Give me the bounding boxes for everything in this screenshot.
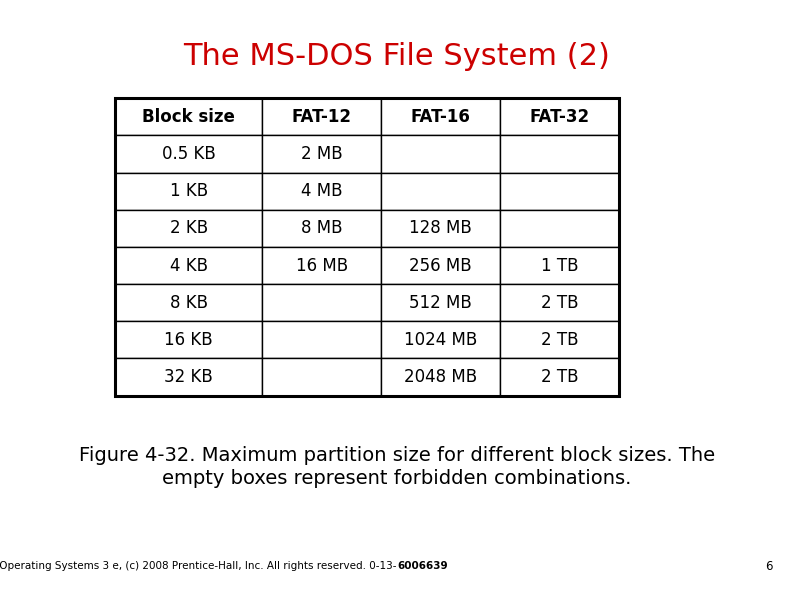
Text: FAT-16: FAT-16 bbox=[410, 108, 471, 126]
Text: The MS-DOS File System (2): The MS-DOS File System (2) bbox=[183, 42, 611, 71]
Text: Figure 4-32. Maximum partition size for different block sizes. The: Figure 4-32. Maximum partition size for … bbox=[79, 446, 715, 465]
Bar bbox=[262, 247, 381, 284]
Bar bbox=[115, 135, 262, 173]
Text: 32 KB: 32 KB bbox=[164, 368, 213, 386]
Text: 2 TB: 2 TB bbox=[541, 294, 579, 312]
Bar bbox=[500, 98, 619, 135]
Bar bbox=[381, 358, 500, 396]
Bar bbox=[115, 284, 262, 321]
Text: 2048 MB: 2048 MB bbox=[404, 368, 477, 386]
Text: 8 KB: 8 KB bbox=[170, 294, 207, 312]
Text: 6: 6 bbox=[765, 560, 773, 573]
Text: empty boxes represent forbidden combinations.: empty boxes represent forbidden combinat… bbox=[162, 469, 632, 488]
Text: 8 MB: 8 MB bbox=[301, 220, 342, 237]
Text: 6006639: 6006639 bbox=[397, 562, 448, 571]
Bar bbox=[500, 284, 619, 321]
Bar bbox=[115, 98, 619, 396]
Text: 2 TB: 2 TB bbox=[541, 368, 579, 386]
Text: FAT-12: FAT-12 bbox=[291, 108, 352, 126]
Text: Block size: Block size bbox=[142, 108, 235, 126]
Text: 2 KB: 2 KB bbox=[169, 220, 208, 237]
Text: 1 TB: 1 TB bbox=[541, 256, 579, 274]
Bar bbox=[381, 173, 500, 210]
Bar bbox=[500, 173, 619, 210]
Text: 512 MB: 512 MB bbox=[409, 294, 472, 312]
Bar bbox=[381, 210, 500, 247]
Bar bbox=[381, 98, 500, 135]
Text: 16 KB: 16 KB bbox=[164, 331, 213, 349]
Bar bbox=[500, 358, 619, 396]
Text: 4 KB: 4 KB bbox=[170, 256, 207, 274]
Text: 2 TB: 2 TB bbox=[541, 331, 579, 349]
Bar bbox=[115, 173, 262, 210]
Text: 0.5 KB: 0.5 KB bbox=[162, 145, 215, 163]
Bar bbox=[262, 173, 381, 210]
Bar bbox=[262, 358, 381, 396]
Bar bbox=[381, 247, 500, 284]
Bar bbox=[115, 210, 262, 247]
Bar bbox=[381, 321, 500, 358]
Bar bbox=[500, 210, 619, 247]
Text: FAT-32: FAT-32 bbox=[530, 108, 590, 126]
Text: Tanenbaum, Modern Operating Systems 3 e, (c) 2008 Prentice-Hall, Inc. All rights: Tanenbaum, Modern Operating Systems 3 e,… bbox=[0, 562, 397, 571]
Bar bbox=[262, 135, 381, 173]
Bar bbox=[381, 284, 500, 321]
Bar bbox=[262, 98, 381, 135]
Text: 256 MB: 256 MB bbox=[410, 256, 472, 274]
Text: 128 MB: 128 MB bbox=[409, 220, 472, 237]
Text: 1 KB: 1 KB bbox=[169, 182, 208, 200]
Bar bbox=[262, 284, 381, 321]
Text: 16 MB: 16 MB bbox=[295, 256, 348, 274]
Bar bbox=[262, 210, 381, 247]
Bar bbox=[381, 135, 500, 173]
Bar bbox=[262, 321, 381, 358]
Bar bbox=[500, 247, 619, 284]
Bar bbox=[500, 321, 619, 358]
Text: 2 MB: 2 MB bbox=[301, 145, 342, 163]
Bar bbox=[115, 321, 262, 358]
Bar bbox=[115, 358, 262, 396]
Text: 4 MB: 4 MB bbox=[301, 182, 342, 200]
Bar bbox=[500, 135, 619, 173]
Bar bbox=[115, 247, 262, 284]
Text: 1024 MB: 1024 MB bbox=[404, 331, 477, 349]
Bar bbox=[115, 98, 262, 135]
